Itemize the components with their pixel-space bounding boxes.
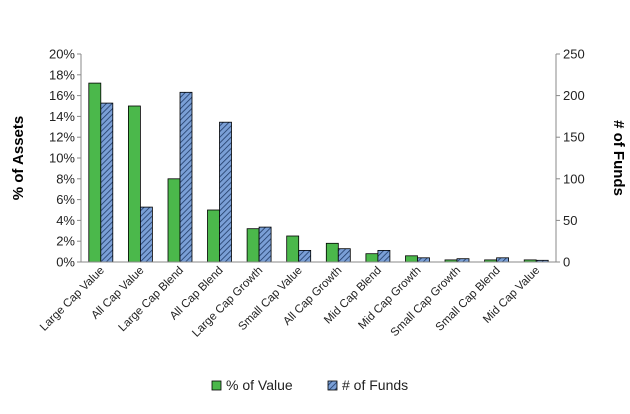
left-tick-label: 4% bbox=[56, 213, 75, 228]
right-tick-label: 0 bbox=[563, 255, 570, 270]
left-tick-label: 2% bbox=[56, 234, 75, 249]
category-label: Small Cap Growth bbox=[389, 265, 463, 339]
bar-funds-7 bbox=[377, 249, 391, 263]
bar-funds-8 bbox=[417, 257, 430, 263]
left-tick-label: 8% bbox=[56, 171, 75, 186]
right-tick-label: 150 bbox=[563, 130, 585, 145]
left-tick-label: 10% bbox=[49, 151, 75, 166]
y2-axis-title: # of Funds bbox=[610, 120, 627, 196]
left-tick-label: 16% bbox=[49, 88, 75, 103]
category-label: Large Cap Value bbox=[38, 265, 107, 334]
left-tick-label: 20% bbox=[49, 47, 75, 62]
bar-funds-5 bbox=[298, 249, 312, 263]
bar-funds-3 bbox=[219, 121, 232, 263]
bar-value-3 bbox=[207, 209, 220, 263]
legend-swatch-funds bbox=[327, 380, 338, 391]
bar-value-8 bbox=[405, 255, 418, 263]
left-tick-label: 6% bbox=[56, 192, 75, 207]
bar-value-4 bbox=[246, 228, 260, 263]
right-tick-label: 50 bbox=[563, 213, 577, 228]
right-axis: 0 50 100 150 200 250 bbox=[555, 47, 585, 270]
bar-funds-1 bbox=[139, 206, 153, 263]
legend-label-funds: # of Funds bbox=[342, 377, 408, 393]
bar-funds-10 bbox=[496, 257, 510, 263]
bar-funds-4 bbox=[258, 226, 272, 263]
bar-value-5 bbox=[286, 235, 300, 263]
bar-value-2 bbox=[167, 178, 181, 263]
left-tick-label: 18% bbox=[49, 67, 75, 82]
right-tick-label: 100 bbox=[563, 171, 585, 186]
right-tick-label: 250 bbox=[563, 47, 585, 62]
left-tick-label: 12% bbox=[49, 130, 75, 145]
legend-swatch-value bbox=[211, 380, 222, 391]
right-tick-label: 200 bbox=[563, 88, 585, 103]
bar-value-1 bbox=[127, 105, 141, 263]
y-axis-title: % of Assets bbox=[10, 116, 27, 200]
plot-area bbox=[81, 82, 556, 263]
legend: % of Value # of Funds bbox=[211, 377, 408, 393]
bar-funds-6 bbox=[337, 248, 351, 263]
bar-funds-2 bbox=[179, 91, 193, 263]
category-label: Large Cap Growth bbox=[190, 265, 265, 340]
bar-value-6 bbox=[325, 242, 339, 263]
legend-label-value: % of Value bbox=[226, 377, 293, 393]
bar-funds-0 bbox=[100, 102, 114, 263]
left-tick-label: 0% bbox=[56, 255, 75, 270]
bar-value-7 bbox=[365, 253, 379, 263]
left-tick-label: 14% bbox=[49, 109, 75, 124]
bar-value-0 bbox=[88, 82, 102, 263]
left-axis: 0% 2% 4% 6% 8% 10% 12% 14% 16% 18% 20% bbox=[49, 47, 82, 270]
